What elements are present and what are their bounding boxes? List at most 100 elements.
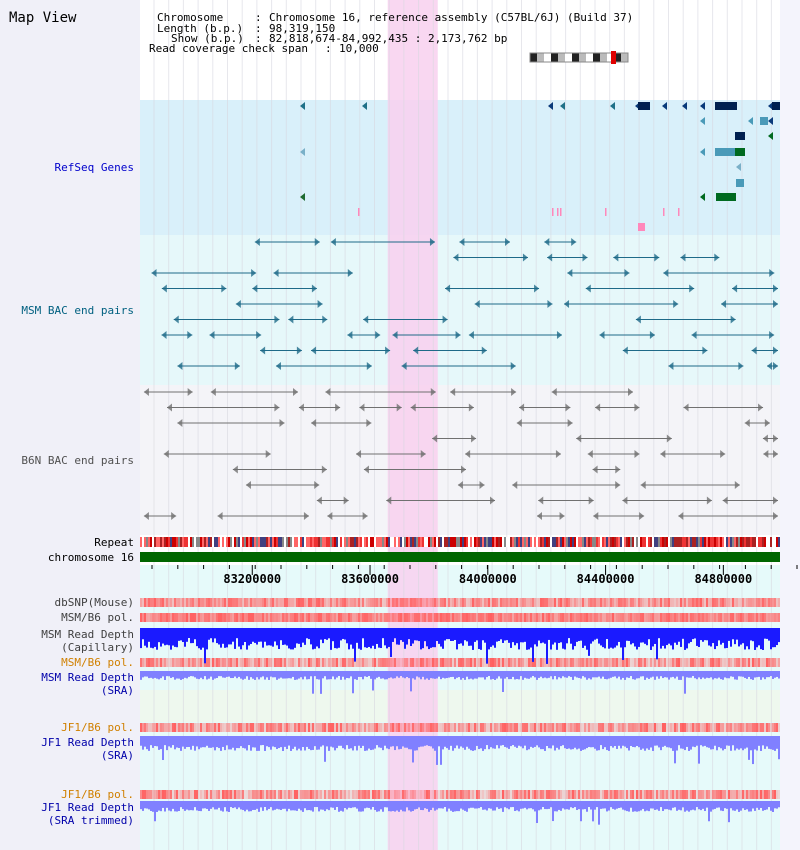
depth-jf1-trim-bar xyxy=(596,801,598,808)
depth-sra-bar xyxy=(560,671,562,679)
heat-cell xyxy=(196,790,198,799)
depth-jf1-bar xyxy=(450,736,452,746)
depth-sra-bar xyxy=(540,671,542,677)
track-label-refseq[interactable]: RefSeq Genes xyxy=(54,161,134,174)
depth-jf1-trim-bar xyxy=(234,801,236,808)
heat-cell xyxy=(682,598,684,607)
track-label-msm-b6-pol-sra[interactable]: MSM/B6 pol. xyxy=(61,656,134,669)
refseq-exon xyxy=(735,148,745,156)
depth-sra-bar xyxy=(378,671,380,677)
heat-cell xyxy=(742,613,744,622)
heat-cell xyxy=(634,658,636,667)
heat-cell xyxy=(710,790,712,799)
heat-cell xyxy=(532,613,534,622)
refseq-gene-marker xyxy=(682,102,687,110)
b6n-bac-end-marker xyxy=(640,481,646,489)
depth-jf1-bar xyxy=(410,736,412,750)
depth-cap-bar xyxy=(494,628,496,648)
heat-cell xyxy=(498,658,500,667)
depth-sra-bar xyxy=(346,671,348,679)
track-label-jf1-depth-sra[interactable]: JF1 Read Depth xyxy=(41,736,134,749)
depth-jf1-trim-bar xyxy=(150,801,152,811)
depth-cap-bar xyxy=(244,628,246,642)
b6n-bac-end-marker xyxy=(171,512,177,520)
depth-cap-bar xyxy=(750,628,752,641)
heat-cell xyxy=(316,790,318,799)
depth-sra-bar xyxy=(394,671,396,679)
repeat-segment xyxy=(394,537,396,547)
heat-cell xyxy=(412,790,414,799)
heat-cell xyxy=(680,790,682,799)
repeat-segment xyxy=(266,537,268,547)
b6n-bac-end-marker xyxy=(639,512,645,520)
depth-sra-bar xyxy=(254,671,256,680)
depth-cap-bar xyxy=(176,628,178,648)
depth-sra-bar xyxy=(688,671,690,678)
depth-cap-bar xyxy=(258,628,260,642)
depth-jf1-bar xyxy=(534,736,536,747)
track-label-msm-bac[interactable]: MSM BAC end pairs xyxy=(21,304,134,317)
track-label-repeat[interactable]: Repeat xyxy=(94,536,134,549)
depth-cap-bar xyxy=(590,628,592,644)
heat-cell xyxy=(722,723,724,732)
heat-cell xyxy=(584,598,586,607)
heat-cell xyxy=(584,723,586,732)
heat-cell xyxy=(606,613,608,622)
track-label-msm-depth-cap[interactable]: MSM Read Depth xyxy=(41,628,134,641)
msm-bac-end-marker xyxy=(564,300,570,308)
depth-jf1-bar xyxy=(668,736,670,748)
heat-cell xyxy=(572,658,574,667)
heat-cell xyxy=(396,790,398,799)
track-label-dbsnp[interactable]: dbSNP(Mouse) xyxy=(54,596,134,609)
depth-jf1-trim-bar xyxy=(588,801,590,808)
depth-jf1-bar xyxy=(156,736,158,747)
depth-jf1-trim-bar xyxy=(208,801,210,811)
track-label-jf1-b6-pol-2[interactable]: JF1/B6 pol. xyxy=(61,788,134,801)
depth-cap-bar xyxy=(202,628,204,648)
depth-jf1-trim-bar xyxy=(564,801,566,810)
track-label-msm-b6-pol[interactable]: MSM/B6 pol. xyxy=(61,611,134,624)
chromosome-ideogram xyxy=(530,53,628,62)
track-label-msm-depth-sra[interactable]: MSM Read Depth xyxy=(41,671,134,684)
depth-jf1-bar xyxy=(276,736,278,750)
refseq-tick xyxy=(557,208,559,216)
repeat-segment xyxy=(532,537,534,547)
heat-cell xyxy=(500,790,502,799)
repeat-segment xyxy=(698,537,700,547)
repeat-segment xyxy=(464,537,466,547)
depth-sra-bar xyxy=(618,671,620,677)
heat-cell xyxy=(660,790,662,799)
heat-cell xyxy=(556,723,558,732)
heat-cell xyxy=(246,613,248,622)
track-label-jf1-b6-pol[interactable]: JF1/B6 pol. xyxy=(61,721,134,734)
heat-cell xyxy=(338,613,340,622)
depth-jf1-trim-bar xyxy=(408,801,410,811)
heat-cell xyxy=(724,790,726,799)
heat-cell xyxy=(328,658,330,667)
b6n-bac-end-marker xyxy=(210,388,216,396)
repeat-segment xyxy=(572,537,574,547)
depth-jf1-bar xyxy=(672,736,674,751)
heat-cell xyxy=(232,790,234,799)
depth-jf1-bar xyxy=(760,736,762,751)
heat-cell xyxy=(440,790,442,799)
heat-cell xyxy=(618,613,620,622)
repeat-segment xyxy=(756,537,758,547)
heat-cell xyxy=(540,658,542,667)
track-label-chromosome[interactable]: chromosome 16 xyxy=(47,551,134,564)
heat-cell xyxy=(644,613,646,622)
heat-cell xyxy=(162,613,164,622)
heat-cell xyxy=(760,723,762,732)
track-label-b6n-bac[interactable]: B6N BAC end pairs xyxy=(21,454,134,467)
heat-cell xyxy=(368,790,370,799)
depth-jf1-bar xyxy=(656,736,658,746)
heat-cell xyxy=(242,598,244,607)
track-label-jf1-depth-trim[interactable]: JF1 Read Depth xyxy=(41,801,134,814)
heat-cell xyxy=(376,790,378,799)
heat-cell xyxy=(558,723,560,732)
heat-cell xyxy=(544,598,546,607)
depth-jf1-bar xyxy=(422,736,424,747)
depth-cap-bar xyxy=(774,628,776,648)
depth-sra-bar xyxy=(312,671,314,694)
